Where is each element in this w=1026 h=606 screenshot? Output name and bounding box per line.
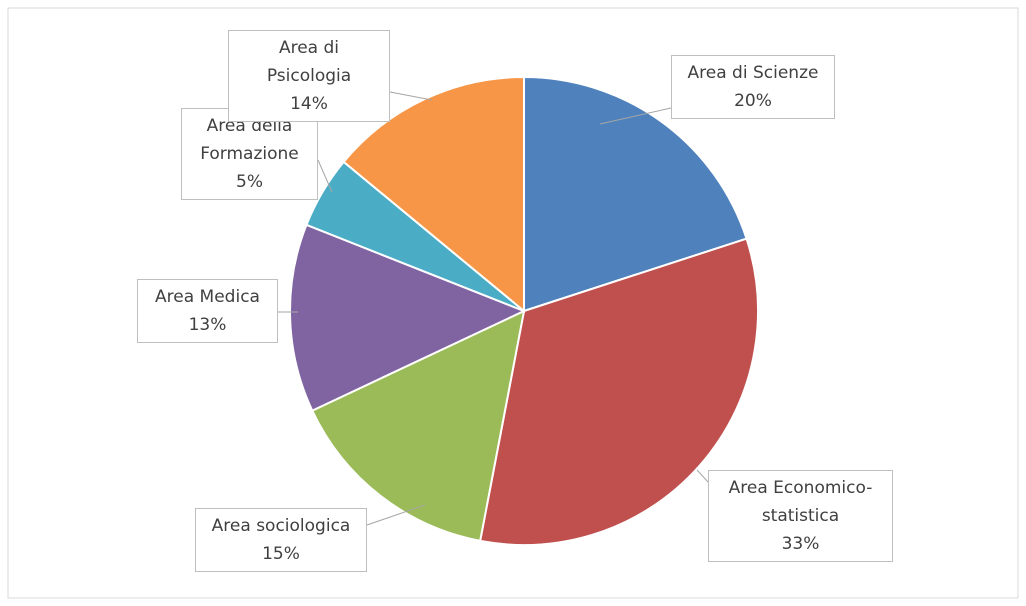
data-label: Area Economico-statistica 33% [708,470,893,562]
category-label: Area Economico-statistica [728,478,873,526]
data-label: Area Medica 13% [137,279,278,343]
value-label: 5% [236,172,263,192]
chart-frame [7,7,1019,599]
pie-slice [289,223,527,412]
leader-line [599,107,672,125]
leader-line [389,91,433,101]
leader-line [366,504,426,526]
data-label: Area di Psicologia 14% [228,30,390,122]
category-label: Area di Scienze [687,63,819,83]
category-label: Area sociologica [211,516,351,536]
leader-line [696,469,709,483]
category-label: Area di Psicologia [266,38,352,86]
data-label: Area sociologica 15% [195,508,367,572]
value-label: 13% [188,315,227,335]
value-label: 14% [290,94,328,114]
pie-slice [310,309,526,543]
category-label: Area Medica [155,287,260,307]
data-label: Area di Scienze 20% [671,55,835,119]
value-label: 33% [781,534,820,554]
data-label: Area della Formazione 5% [181,108,318,200]
pie-slice [523,75,748,313]
value-label: 15% [262,544,300,564]
pie-slice [342,75,525,314]
value-label: 20% [734,91,772,111]
leader-line [317,159,333,193]
pie-slice [478,237,759,546]
